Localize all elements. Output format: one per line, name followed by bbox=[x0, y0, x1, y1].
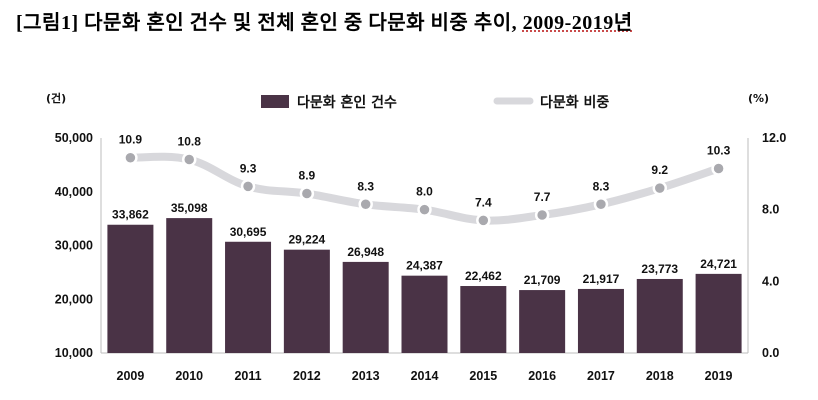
share-value-label-2019: 10.3 bbox=[707, 143, 731, 157]
x-tick-label-2018: 2018 bbox=[646, 369, 674, 383]
left-tick-label: 50,000 bbox=[55, 131, 93, 145]
legend-label-line: 다문화 비중 bbox=[540, 95, 609, 111]
left-tick-label: 30,000 bbox=[55, 239, 93, 253]
bar-2011 bbox=[225, 241, 272, 353]
bar-2015 bbox=[460, 286, 507, 353]
bar-2016 bbox=[519, 290, 566, 353]
right-tick-label: 4.0 bbox=[762, 274, 779, 288]
left-tick-label: 40,000 bbox=[55, 185, 93, 199]
x-tick-label-2012: 2012 bbox=[293, 369, 321, 383]
bar-value-label-2017: 21,917 bbox=[583, 272, 620, 286]
bar-2014 bbox=[401, 275, 448, 353]
bar-2018 bbox=[636, 278, 683, 353]
bars bbox=[107, 218, 742, 353]
bar-value-label-2010: 35,098 bbox=[171, 201, 208, 215]
bar-2010 bbox=[166, 218, 213, 353]
bar-value-labels: 33,862 35,098 30,695 29,224 26,948 24,387 22,4… bbox=[112, 201, 737, 287]
share-point-2017 bbox=[593, 197, 609, 212]
bar-value-label-2012: 29,224 bbox=[289, 233, 326, 247]
bar-value-label-2011: 30,695 bbox=[230, 225, 267, 239]
legend-swatch-bar bbox=[261, 95, 289, 108]
left-tick-label: 20,000 bbox=[55, 292, 93, 306]
x-tick-label-2009: 2009 bbox=[117, 369, 145, 383]
bar-2013 bbox=[342, 261, 389, 353]
bar-value-label-2018: 23,773 bbox=[641, 262, 678, 276]
chart-title: [그림1] 다문화 혼인 건수 및 전체 혼인 중 다문화 비중 추이, 200… bbox=[16, 6, 633, 35]
share-point-2013 bbox=[358, 197, 373, 212]
bar-value-label-2019: 24,721 bbox=[700, 257, 737, 271]
x-axis-ticks: 2009 2010 2011 2012 2013 2014 2015 2016 2017 2018… bbox=[117, 369, 733, 383]
bar-value-label-2014: 24,387 bbox=[406, 259, 443, 273]
left-tick-label: 10,000 bbox=[55, 346, 93, 360]
share-value-label-2011: 9.3 bbox=[240, 161, 257, 175]
bar-value-label-2009: 33,862 bbox=[112, 208, 149, 222]
x-tick-label-2017: 2017 bbox=[587, 369, 615, 383]
share-line: 10.9 10.8 9.3 8.9 8.3 8.0 7.4 7.7 8.3 9.2 10.3 bbox=[119, 133, 731, 228]
share-value-label-2017: 8.3 bbox=[593, 179, 610, 193]
chart-title-period: 2009-2019년 bbox=[522, 12, 633, 34]
bar-value-label-2015: 22,462 bbox=[465, 269, 502, 283]
share-point-2018 bbox=[652, 180, 668, 196]
right-axis-unit: (%) bbox=[748, 92, 769, 105]
x-tick-label-2010: 2010 bbox=[175, 369, 203, 383]
right-tick-label: 8.0 bbox=[762, 203, 779, 217]
bar-2017 bbox=[577, 288, 624, 353]
share-value-label-2013: 8.3 bbox=[357, 179, 374, 193]
share-point-2016 bbox=[534, 207, 550, 223]
share-point-2019 bbox=[711, 161, 726, 176]
chart-title-main: [그림1] 다문화 혼인 건수 및 전체 혼인 중 다문화 비중 추이, bbox=[16, 12, 523, 34]
share-value-label-2012: 8.9 bbox=[299, 169, 316, 183]
share-point-2015 bbox=[476, 213, 491, 228]
x-tick-label-2013: 2013 bbox=[352, 369, 380, 383]
x-tick-label-2015: 2015 bbox=[469, 369, 497, 383]
right-tick-label: 12.0 bbox=[762, 131, 786, 145]
x-tick-label-2011: 2011 bbox=[234, 369, 261, 383]
legend-label-bar: 다문화 혼인 건수 bbox=[297, 94, 397, 111]
bar-2019 bbox=[695, 273, 742, 353]
share-value-label-2010: 10.8 bbox=[178, 135, 202, 149]
left-axis-ticks: 10,000 20,000 30,000 40,000 50,000 bbox=[55, 131, 93, 360]
share-point-2014 bbox=[417, 202, 432, 217]
x-tick-label-2016: 2016 bbox=[528, 369, 556, 383]
left-axis-unit: (건) bbox=[46, 91, 66, 105]
bar-2009 bbox=[107, 224, 154, 353]
share-value-label-2016: 7.7 bbox=[534, 190, 551, 204]
legend: 다문화 혼인 건수 다문화 비중 bbox=[261, 94, 609, 111]
bar-value-label-2016: 21,709 bbox=[524, 273, 561, 287]
share-value-label-2018: 9.2 bbox=[651, 163, 668, 177]
right-tick-label: 0.0 bbox=[762, 346, 779, 360]
share-point-2010 bbox=[181, 152, 197, 167]
share-point-2009 bbox=[123, 150, 138, 165]
share-value-label-2009: 10.9 bbox=[119, 133, 143, 147]
share-value-label-2014: 8.0 bbox=[416, 185, 433, 199]
x-tick-label-2019: 2019 bbox=[705, 369, 733, 383]
bar-value-label-2013: 26,948 bbox=[347, 245, 384, 259]
bar-2012 bbox=[283, 249, 330, 353]
share-point-2011 bbox=[240, 179, 256, 194]
x-tick-label-2014: 2014 bbox=[411, 369, 439, 383]
share-value-label-2015: 7.4 bbox=[475, 195, 492, 209]
right-axis-ticks: 0.0 4.0 8.0 12.0 bbox=[762, 131, 786, 360]
share-point-2012 bbox=[299, 186, 315, 201]
